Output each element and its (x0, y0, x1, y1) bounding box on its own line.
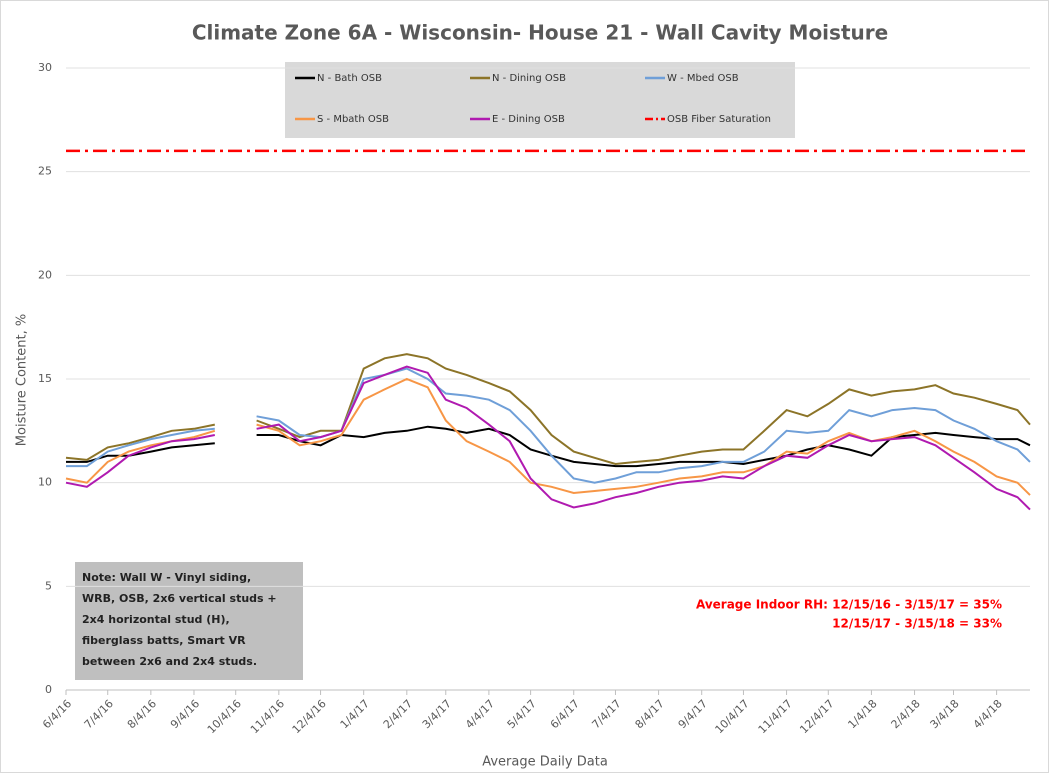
legend-label: N - Dining OSB (492, 73, 566, 84)
note-text: between 2x6 and 2x4 studs. (82, 655, 257, 668)
y-tick-label: 0 (45, 683, 52, 696)
annotation: Average Indoor RH: 12/15/16 - 3/15/17 = … (696, 598, 1002, 612)
note-text: WRB, OSB, 2x6 vertical studs + (82, 592, 277, 605)
y-tick-label: 5 (45, 579, 52, 592)
y-axis-label: Moisture Content, % (15, 314, 30, 446)
legend-label: E - Dining OSB (492, 114, 565, 125)
note-text: Note: Wall W - Vinyl siding, (82, 571, 251, 584)
y-tick-label: 10 (38, 476, 52, 489)
y-tick-label: 30 (38, 61, 52, 74)
legend-label: S - Mbath OSB (317, 114, 389, 125)
legend-label: N - Bath OSB (317, 73, 382, 84)
legend-label: OSB Fiber Saturation (667, 114, 771, 125)
series-line (65, 377, 1031, 496)
y-tick-label: 25 (38, 165, 52, 178)
series-line (65, 353, 1031, 466)
y-tick-label: 15 (38, 372, 52, 385)
legend-box (285, 62, 795, 138)
note-box (75, 562, 303, 680)
series-line (66, 425, 1031, 468)
series-line (65, 365, 1031, 511)
annotation: 12/15/17 - 3/15/18 = 33% (832, 617, 1002, 631)
y-tick-label: 20 (38, 268, 52, 281)
chart-title: Climate Zone 6A - Wisconsin- House 21 - … (192, 21, 888, 45)
note-text: fiberglass batts, Smart VR (82, 634, 246, 647)
note-text: 2x4 horizontal stud (H), (82, 613, 230, 626)
legend-label: W - Mbed OSB (667, 73, 739, 84)
x-axis-label: Average Daily Data (482, 755, 608, 770)
